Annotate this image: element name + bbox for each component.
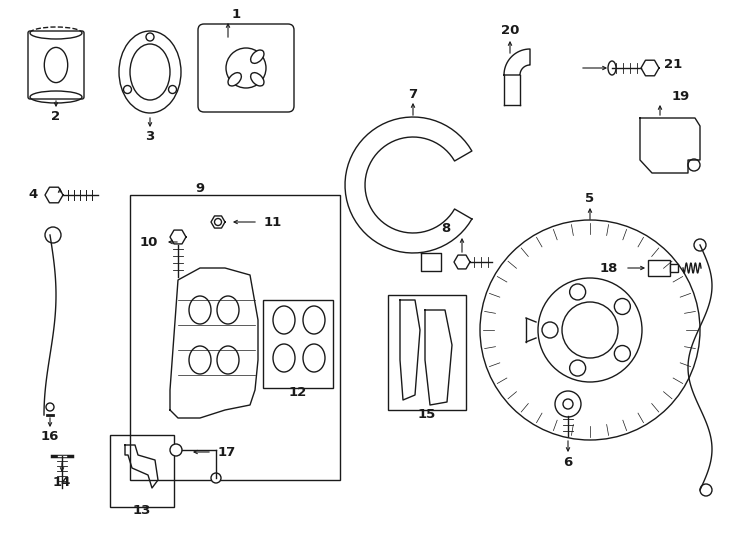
Ellipse shape: [250, 73, 264, 86]
Circle shape: [614, 346, 631, 361]
Circle shape: [45, 227, 61, 243]
Polygon shape: [421, 253, 441, 271]
Circle shape: [480, 220, 700, 440]
Ellipse shape: [273, 306, 295, 334]
Circle shape: [570, 360, 586, 376]
Polygon shape: [425, 310, 452, 405]
Bar: [648, 260, 670, 276]
Circle shape: [169, 85, 176, 93]
Bar: [263, 300, 333, 388]
Text: 14: 14: [53, 476, 71, 489]
Ellipse shape: [189, 296, 211, 324]
Ellipse shape: [303, 344, 325, 372]
Text: 18: 18: [600, 261, 618, 274]
Text: 6: 6: [564, 456, 573, 469]
Text: 12: 12: [289, 387, 307, 400]
Ellipse shape: [608, 61, 616, 75]
Ellipse shape: [130, 44, 170, 100]
Circle shape: [538, 278, 642, 382]
Text: 9: 9: [195, 181, 205, 194]
Circle shape: [563, 399, 573, 409]
Text: 15: 15: [418, 408, 436, 422]
Text: 3: 3: [145, 130, 155, 143]
Bar: [388, 295, 466, 410]
Polygon shape: [641, 60, 659, 76]
Ellipse shape: [119, 31, 181, 113]
Polygon shape: [125, 445, 158, 488]
Ellipse shape: [303, 306, 325, 334]
Text: 17: 17: [218, 446, 236, 458]
Text: 13: 13: [133, 503, 151, 516]
Bar: [130, 195, 340, 480]
Circle shape: [46, 403, 54, 411]
Ellipse shape: [228, 73, 241, 86]
Circle shape: [570, 284, 586, 300]
Circle shape: [170, 444, 182, 456]
Text: 19: 19: [672, 90, 690, 103]
Text: 2: 2: [51, 110, 61, 123]
Polygon shape: [504, 49, 530, 75]
Ellipse shape: [217, 296, 239, 324]
Ellipse shape: [273, 344, 295, 372]
Ellipse shape: [217, 346, 239, 374]
Text: 4: 4: [29, 188, 38, 201]
Text: 5: 5: [586, 192, 595, 205]
Circle shape: [123, 85, 131, 93]
Bar: [110, 435, 174, 507]
Circle shape: [214, 219, 222, 226]
Ellipse shape: [250, 50, 264, 63]
Circle shape: [555, 391, 581, 417]
Polygon shape: [454, 255, 470, 269]
Bar: [670, 264, 678, 272]
Text: 11: 11: [264, 215, 283, 228]
Text: 7: 7: [408, 87, 418, 100]
Ellipse shape: [189, 346, 211, 374]
Polygon shape: [170, 230, 186, 244]
Circle shape: [700, 484, 712, 496]
Circle shape: [614, 299, 631, 314]
Text: 20: 20: [501, 24, 519, 37]
Circle shape: [562, 302, 618, 358]
FancyBboxPatch shape: [198, 24, 294, 112]
Polygon shape: [170, 268, 258, 418]
Text: 16: 16: [41, 430, 59, 443]
Text: 8: 8: [440, 221, 450, 234]
Circle shape: [211, 473, 221, 483]
Text: 10: 10: [139, 235, 158, 248]
Polygon shape: [345, 117, 472, 253]
Circle shape: [226, 48, 266, 88]
FancyBboxPatch shape: [28, 31, 84, 99]
Ellipse shape: [44, 48, 68, 83]
Text: 21: 21: [664, 58, 682, 71]
Polygon shape: [45, 187, 63, 203]
Circle shape: [694, 239, 706, 251]
Circle shape: [688, 159, 700, 171]
Polygon shape: [400, 300, 420, 400]
Circle shape: [146, 33, 154, 41]
Polygon shape: [640, 118, 700, 173]
Polygon shape: [211, 216, 225, 228]
Circle shape: [542, 322, 558, 338]
Text: 1: 1: [231, 8, 241, 21]
